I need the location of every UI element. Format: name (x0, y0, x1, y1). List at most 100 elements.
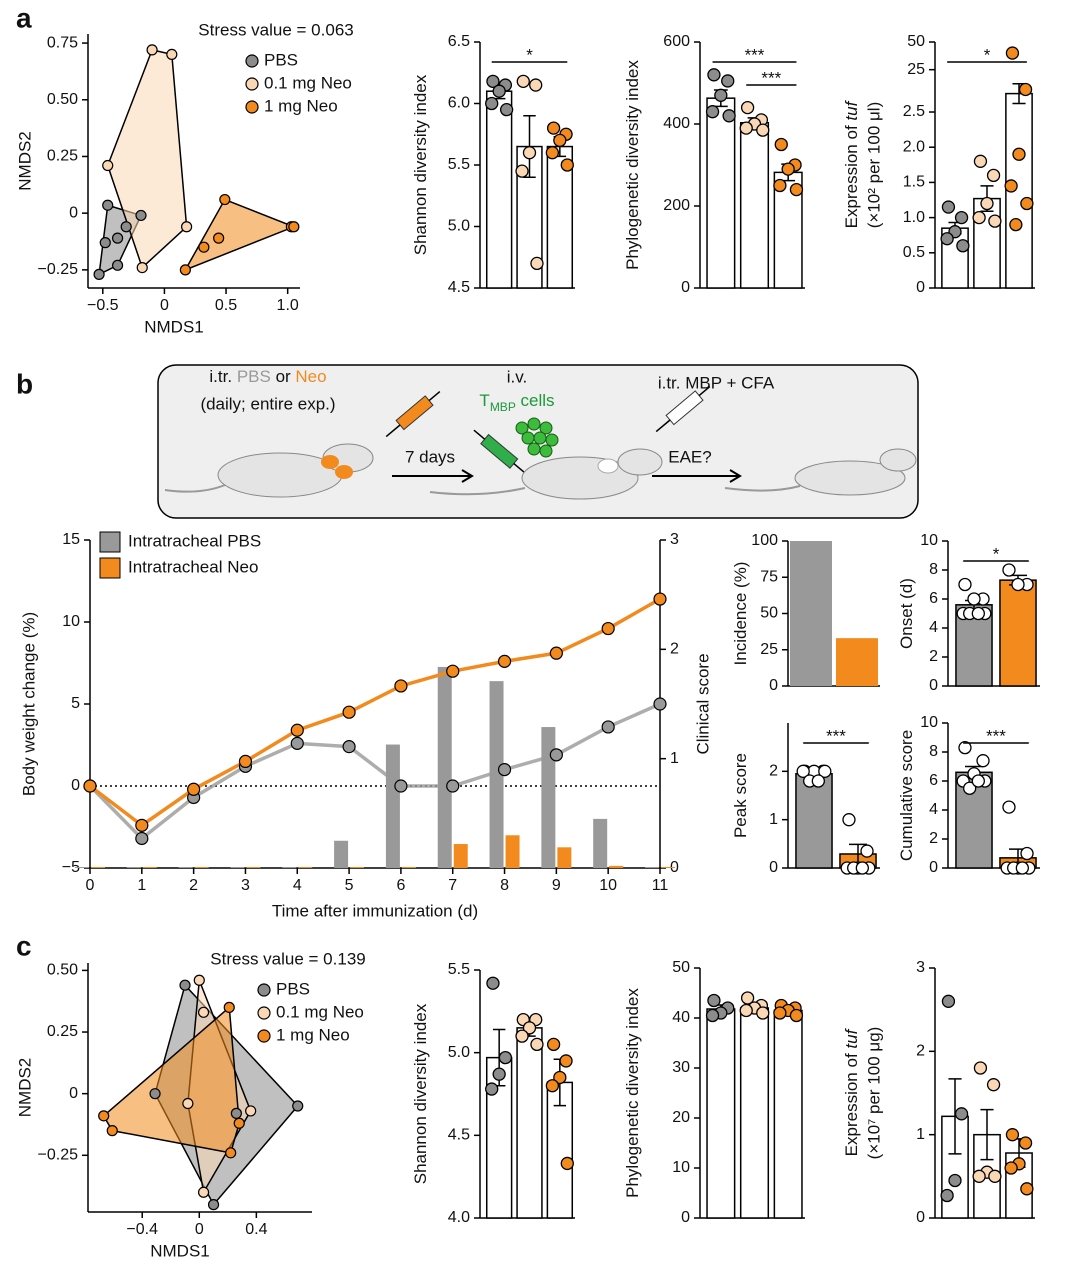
annotation: Stress value = 0.063 (198, 20, 353, 39)
text: T (479, 391, 489, 410)
significance-label: * (993, 544, 1000, 563)
bar (178, 867, 193, 868)
data-point (288, 221, 300, 233)
data-point (516, 74, 530, 89)
scheme-text: i.v. (507, 367, 527, 386)
data-point (522, 1021, 537, 1035)
legend-label: 0.1 mg Neo (276, 1002, 364, 1021)
tick-label: 100 (751, 532, 778, 549)
y-axis-label: Incidence (%) (731, 562, 750, 666)
tick-label: 10 (672, 1159, 690, 1176)
group-hull (183, 198, 296, 272)
data-point (213, 232, 225, 244)
error-bar (948, 1078, 962, 1155)
bar (739, 1007, 770, 1219)
data-point (1005, 1128, 1020, 1142)
significance-label: * (984, 45, 991, 64)
data-point (941, 200, 956, 214)
bar (142, 867, 157, 868)
plunger (428, 391, 441, 402)
tick-label: 600 (663, 33, 690, 50)
bar (790, 541, 832, 686)
data-point (1004, 1161, 1018, 1175)
bar (282, 867, 297, 868)
legend-label: 1 mg Neo (276, 1025, 350, 1044)
data-point (986, 168, 1001, 183)
line (88, 702, 661, 841)
tick-label: 10 (920, 714, 938, 731)
tick-label: 3 (916, 959, 925, 976)
legend-label: Intratracheal PBS (128, 531, 261, 550)
bar (505, 835, 520, 868)
text: PBS (237, 367, 271, 386)
mouse-tail (429, 487, 526, 496)
data-point (818, 764, 832, 778)
bar (795, 773, 833, 869)
bar (298, 867, 313, 868)
tick-label: 25 (760, 641, 778, 658)
tick-label: 3 (241, 877, 250, 894)
data-point (860, 844, 874, 858)
label-part: Expression of (842, 1049, 861, 1157)
data-point (187, 782, 201, 796)
data-point (549, 748, 563, 762)
tick-label: −0.25 (38, 261, 79, 278)
tick-label: −0.4 (126, 1221, 158, 1238)
tick-label: 2 (189, 877, 198, 894)
tick-label: 4.5 (448, 279, 470, 296)
data-point (98, 1110, 110, 1122)
cell (521, 431, 535, 445)
data-point (99, 237, 111, 249)
data-point (529, 78, 543, 92)
bar (645, 867, 659, 868)
bar (246, 867, 261, 868)
data-point (111, 259, 124, 271)
tick-label: −0.5 (87, 297, 119, 314)
tick-label: 0 (929, 677, 938, 694)
tick-label: 20 (672, 1109, 690, 1126)
plunger (698, 386, 711, 397)
data-point (789, 182, 804, 197)
data-point (653, 697, 667, 711)
significance-label: * (526, 45, 533, 64)
tick-label: 0.4 (245, 1221, 267, 1238)
bar (541, 727, 556, 868)
lung (597, 458, 619, 474)
data-point (486, 74, 500, 89)
scheme: i.tr. PBS or Neo (daily; entire exp.) i.… (157, 364, 919, 519)
tick-label: 200 (663, 197, 690, 214)
bar (836, 638, 878, 686)
data-point (940, 1188, 954, 1203)
data-point (855, 861, 869, 875)
data-point (499, 103, 514, 117)
data-point (1005, 46, 1020, 60)
data-point (971, 774, 985, 788)
tick-label: 4 (293, 877, 302, 894)
group-hull (102, 1005, 240, 1154)
arrow (652, 469, 742, 483)
cells (515, 417, 559, 458)
tick-label: 50 (760, 605, 778, 622)
y2-axis-label: Clinical score (693, 653, 712, 754)
data-point (705, 1008, 720, 1023)
data-point (972, 1169, 986, 1183)
label-part: Incidence (%) (731, 562, 750, 666)
data-point (948, 1173, 962, 1188)
data-point (739, 121, 753, 135)
y-axis-label: Body weight change (%) (19, 612, 38, 796)
tick-label: 30 (672, 1059, 690, 1076)
tick-label: 0 (769, 859, 778, 876)
tick-label: 0.5 (215, 297, 237, 314)
tick-label: 0 (86, 877, 95, 894)
bar (385, 744, 400, 868)
tick-label: 50 (672, 959, 690, 976)
tick-label: 0 (769, 677, 778, 694)
data-point (774, 137, 788, 152)
y-axis-label: NMDS2 (15, 131, 34, 191)
data-point (197, 1186, 210, 1198)
data-point (1002, 800, 1016, 814)
tick-label: 5.5 (448, 156, 470, 173)
needle (655, 419, 671, 433)
legend-marker (99, 557, 121, 579)
label-part: Phylogenetic diversity index (623, 988, 642, 1198)
